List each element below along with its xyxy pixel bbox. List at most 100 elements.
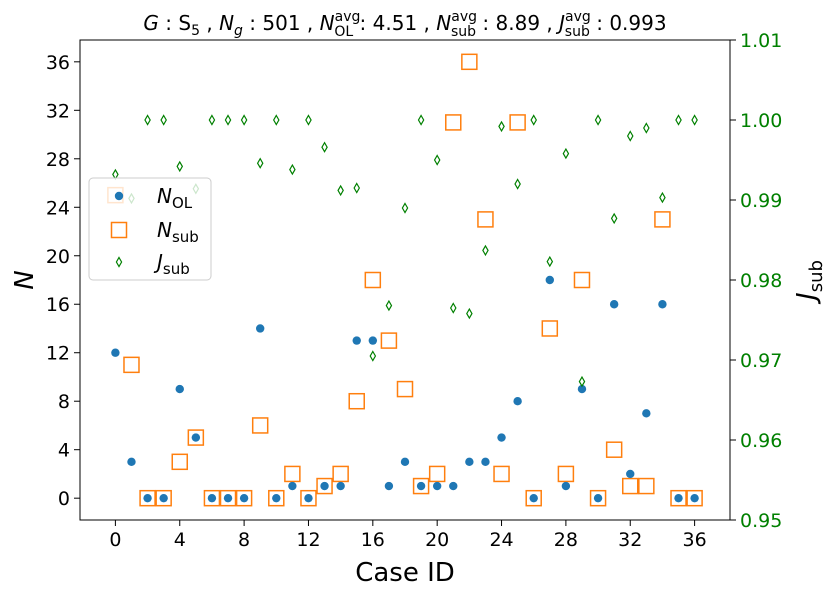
legend-marker-n-ol	[114, 191, 124, 201]
n-ol-point	[175, 384, 184, 394]
n-ol-point	[513, 397, 522, 406]
j-sub-point	[321, 141, 328, 153]
j-sub-point	[160, 114, 167, 126]
n-sub-point	[670, 489, 687, 507]
n-sub-point	[364, 271, 382, 289]
n-ol-point	[143, 493, 152, 503]
n-sub-point	[638, 477, 655, 495]
n-sub-point	[589, 489, 607, 507]
n-sub-point	[251, 417, 269, 434]
n-sub-point	[396, 380, 414, 398]
j-sub-point	[353, 182, 361, 194]
n-sub-point	[171, 453, 189, 471]
n-sub-point	[621, 477, 639, 495]
y-axis-label: N	[10, 270, 40, 289]
y-tick-label: 8	[58, 391, 70, 413]
x-tick-label: 32	[618, 529, 642, 551]
j-sub-point	[144, 114, 151, 126]
y-tick-label: 32	[46, 100, 70, 122]
n-ol-point	[674, 493, 683, 503]
n-ol-point	[529, 493, 538, 503]
n-sub-point	[380, 332, 398, 349]
j-sub-point	[369, 350, 377, 362]
legend-label: NOL	[157, 184, 193, 212]
y-axis-right: 0.95 0.96 0.97 0.98 0.99 1.00 1.01	[730, 30, 782, 532]
j-sub-point	[401, 202, 409, 214]
y-axis-left: 0 4 8 12 16 20 24 28 32 36	[46, 52, 80, 510]
n-ol-point	[320, 481, 329, 491]
j-sub-point	[449, 302, 457, 314]
n-ol-point	[223, 493, 233, 503]
n-ol-point	[336, 481, 345, 491]
chart-title: G : S5 , Ng : 501 , Navg OL : 4.51 , Navg…	[143, 9, 666, 40]
legend-marker-j-sub	[115, 256, 123, 268]
n-ol-point	[239, 493, 249, 503]
n-sub-point	[412, 477, 430, 495]
n-ol-point	[255, 324, 265, 333]
y2-tick-label: 0.97	[740, 350, 782, 372]
y2-tick-label: 0.99	[740, 190, 782, 212]
n-sub-point	[235, 489, 253, 507]
j-sub-point	[417, 114, 425, 126]
y-tick-label: 0	[58, 488, 70, 510]
title-text: G : S5 , Ng : 501 , Navg OL : 4.51 , Navg…	[143, 9, 666, 40]
j-sub-point	[176, 160, 184, 173]
n-sub-point	[525, 489, 542, 507]
n-ol-point	[690, 493, 699, 503]
x-tick-label: 36	[683, 529, 707, 551]
n-sub-point	[139, 489, 156, 507]
x-tick-label: 0	[109, 529, 121, 551]
y2-tick-label: 0.95	[740, 510, 782, 532]
j-sub-point	[530, 114, 538, 126]
legend-box	[88, 177, 212, 281]
n-sub-point	[509, 114, 526, 131]
data-marks	[107, 53, 703, 507]
n-sub-point	[493, 465, 510, 483]
n-sub-point	[541, 320, 559, 337]
j-sub-point	[433, 154, 441, 166]
n-sub-point	[477, 211, 494, 228]
n-sub-point	[123, 356, 140, 374]
n-sub-point	[573, 271, 591, 289]
n-sub-point	[348, 392, 365, 410]
n-ol-point	[191, 433, 201, 442]
x-tick-label: 4	[174, 529, 186, 551]
n-sub-point	[461, 53, 478, 71]
n-sub-point	[686, 489, 703, 507]
j-sub-point	[289, 163, 296, 176]
legend-marker-n-sub	[110, 221, 128, 239]
y-tick-label: 24	[46, 197, 70, 219]
j-sub-point	[514, 178, 521, 190]
x-tick-label: 20	[425, 529, 449, 551]
n-ol-point	[577, 384, 587, 394]
legend-label: Nsub	[157, 218, 199, 246]
n-ol-point	[288, 481, 297, 491]
n-sub-point	[219, 489, 237, 507]
n-sub-point	[654, 211, 671, 228]
x-tick-label: 28	[554, 529, 578, 551]
j-sub-point	[691, 114, 698, 126]
n-ol-point	[127, 457, 136, 467]
n-ol-point	[384, 481, 394, 491]
n-sub-point	[316, 477, 333, 495]
n-ol-point	[561, 481, 571, 491]
j-sub-point	[498, 120, 505, 133]
j-sub-point	[208, 114, 216, 126]
j-sub-point	[240, 114, 248, 126]
j-sub-point	[466, 307, 473, 320]
n-ol-point	[626, 469, 635, 479]
j-sub-point	[659, 191, 666, 204]
x-tick-label: 16	[361, 529, 385, 551]
y-tick-label: 16	[46, 294, 70, 316]
n-sub-point	[332, 465, 349, 483]
j-sub-point	[626, 130, 634, 142]
y2-tick-label: 1.01	[740, 30, 782, 52]
n-ol-point	[368, 336, 378, 345]
n-ol-point	[658, 300, 667, 309]
x-axis: 0 4 8 12 16 20 24 28 32 36	[109, 520, 707, 551]
y-tick-label: 36	[46, 52, 70, 74]
n-ol-point	[432, 481, 442, 491]
x-tick-label: 12	[296, 529, 320, 551]
n-sub-point	[300, 489, 317, 507]
